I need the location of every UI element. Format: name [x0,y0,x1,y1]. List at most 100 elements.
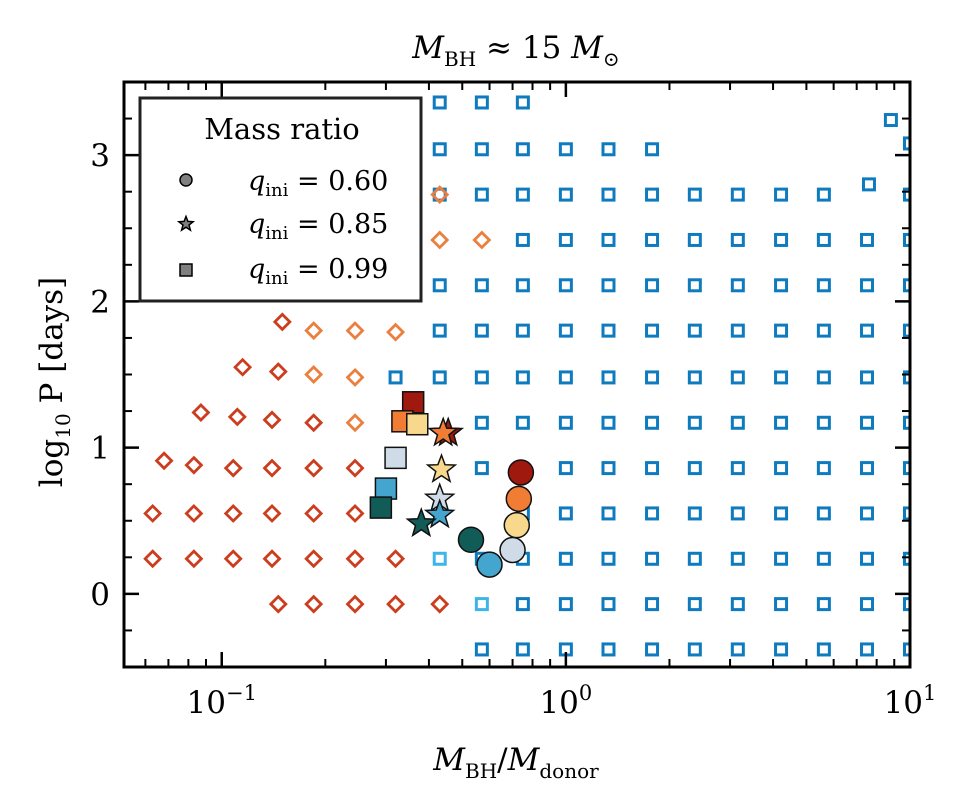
grid-square-marker [601,597,616,612]
grid-square-marker [432,187,447,202]
x-tick-label: 100 [539,681,592,721]
x-tick-label: 10−1 [187,681,257,721]
grid-square-marker [903,461,910,476]
filled-star-marker [427,416,460,447]
diamond-orange-marker [345,321,365,341]
filled-circle-marker [476,551,503,578]
grid-square-marker [645,323,660,338]
diamond-red-marker [386,549,406,569]
y-tick-label: 0 [90,577,110,613]
grid-square-marker [515,597,530,612]
grid-square-marker [687,278,702,293]
grid-square-marker [601,187,616,202]
legend-sub-060: ini [265,180,288,201]
grid-square-marker [687,323,702,338]
grid-square-marker [558,506,573,521]
grid-square-marker [601,278,616,293]
grid-square-marker [645,642,660,657]
diamond-red-marker [345,549,365,569]
diamond-orange-marker [345,413,365,433]
grid-square-marker [474,187,489,202]
grid-square-marker [601,642,616,657]
grid-square-marker [645,551,660,566]
filled-square-marker [406,412,429,436]
grid-square-marker [730,506,745,521]
axis-ticks: 10−1 100 10 101 2 3 [90,81,937,721]
grid-square-marker [687,232,702,247]
chart-title-sub-bh: BH [444,47,476,71]
grid-square-marker [474,95,489,110]
grid-square-marker [816,551,831,566]
grid-square-marker [903,597,910,612]
x-tick-label-exponent: −1 [226,681,257,705]
grid-square-marker [687,370,702,385]
grid-square-marker [432,370,447,385]
grid-square-marker [730,415,745,430]
grid-square-marker [432,142,447,157]
grid-square-marker [601,551,616,566]
diamond-red-marker [262,549,282,569]
legend-label-q099: qini = 0.99 [248,254,388,289]
grid-square-light-marker [474,597,489,612]
diamond-red-marker [223,458,243,478]
grid-square-marker [558,187,573,202]
chart-title-sub-sun: ⊙ [603,47,620,71]
grid-square-marker [601,461,616,476]
diamond-red-marker [184,455,204,475]
grid-square-marker [474,415,489,430]
grid-square-marker [515,278,530,293]
grid-square-marker [515,95,530,110]
grid-square-marker [558,551,573,566]
diamond-orange-marker [472,230,492,250]
diamond-red-marker [227,407,247,427]
x-tick-label-base: 10 [187,685,226,721]
x-axis-label-slash: / [497,742,508,778]
grid-square-marker [903,187,910,202]
grid-square-marker [474,370,489,385]
y-tick-label: 3 [90,138,110,174]
grid-square-marker [860,506,875,521]
diamond-red-marker [191,403,211,423]
grid-square-marker [883,113,898,128]
grid-square-marker [687,597,702,612]
grid-square-marker [903,278,910,293]
grid-square-marker [645,232,660,247]
grid-square-marker [903,232,910,247]
legend-rest-085: = 0.85 [288,209,388,240]
legend-marker-square [179,263,193,277]
legend-rest-060: = 0.60 [288,166,388,197]
grid-square-marker [816,323,831,338]
legend-label-q085: qini = 0.85 [248,209,388,244]
grid-square-marker [774,278,789,293]
grid-square-marker [645,461,660,476]
grid-square-marker [774,232,789,247]
grid-square-marker [687,506,702,521]
diamond-red-marker [268,594,288,614]
grid-square-marker [861,177,876,192]
filled-circle-marker [507,459,535,486]
diamond-red-marker [304,594,324,614]
diamond-red-marker [223,503,243,523]
grid-square-marker [645,142,660,157]
grid-square-marker [601,232,616,247]
legend: Mass ratio qini = 0.60 qini = 0.85 qini … [138,96,423,303]
legend-q-085: q [248,209,265,240]
grid-square-marker [687,551,702,566]
grid-square-marker [816,506,831,521]
diamond-red-marker [262,410,282,430]
chart-title-m2: M [570,30,604,66]
grid-square-marker [687,187,702,202]
grid-square-marker [474,642,489,657]
filled-square-marker [374,477,398,500]
y-tick-label: 2 [90,284,110,320]
diamond-red-marker [430,594,450,614]
diamond-red-marker [262,458,282,478]
filled-circle-marker [503,511,531,539]
x-tick-label: 101 [884,681,937,721]
legend-rest-099: = 0.99 [288,254,388,285]
diamond-orange-marker [304,321,324,341]
grid-square-marker [645,187,660,202]
diamond-red-marker [184,503,204,523]
grid-square-marker [687,415,702,430]
diamond-red-marker [223,549,243,569]
